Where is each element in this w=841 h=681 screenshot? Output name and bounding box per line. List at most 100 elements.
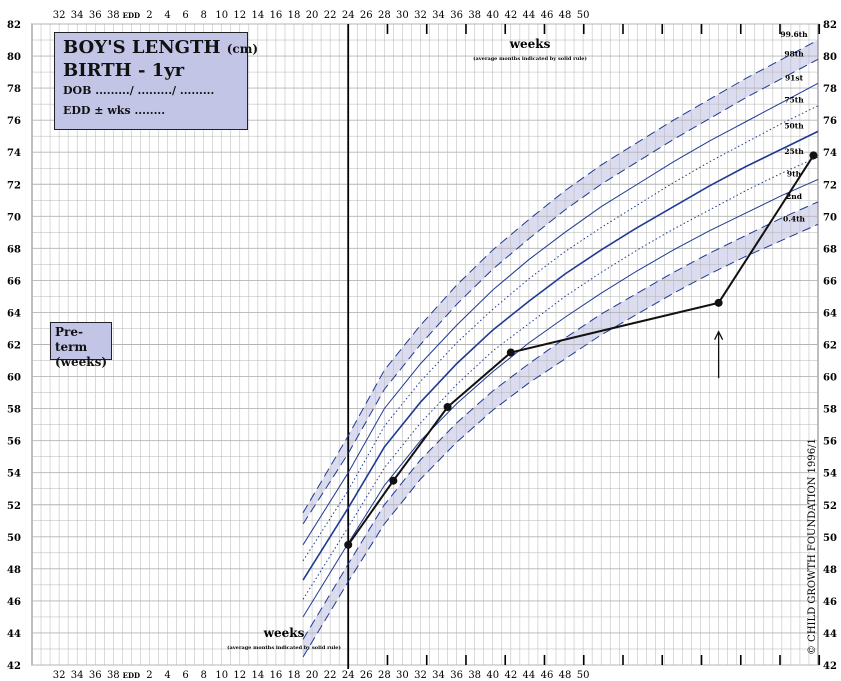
measurement-line: [347, 154, 815, 546]
x-tick-label-bottom: 46: [541, 670, 554, 681]
x-tick-label-top: 4: [164, 10, 170, 21]
centile-label: 91st: [785, 73, 804, 82]
x-tick-label-bottom: 48: [559, 670, 572, 681]
y-tick-label-left: 46: [7, 597, 21, 608]
x-tick-label-bottom: 6: [182, 670, 188, 681]
measurement-point: [443, 402, 452, 411]
centile-line-91st: [302, 82, 819, 546]
preterm-label-line1: Pre-term: [55, 325, 88, 354]
centile-label: 25th: [784, 147, 804, 156]
centile-line-50th: [302, 130, 819, 581]
x-tick-label-top: 34: [71, 10, 84, 21]
x-tick-label-bottom: 50: [577, 670, 590, 681]
edd-line: EDD ± wks ........: [63, 104, 166, 117]
y-tick-label-right: 66: [823, 276, 837, 287]
y-tick-label-left: 82: [7, 20, 21, 31]
centile-label: 99.6th: [780, 30, 808, 39]
x-tick-label-bottom: 32: [53, 670, 66, 681]
y-tick-label-right: 42: [823, 661, 837, 672]
x-tick-label-bottom: 30: [396, 670, 409, 681]
x-tick-label-top: 30: [396, 10, 409, 21]
y-tick-label-right: 76: [823, 116, 837, 127]
x-tick-label-top: 24: [342, 10, 355, 21]
x-tick-label-bottom: 8: [200, 670, 206, 681]
top-axis-title: weeks: [509, 37, 551, 51]
bottom-axis-title: weeks: [263, 626, 305, 640]
y-tick-label-right: 58: [823, 405, 837, 416]
measurement-point: [506, 348, 515, 357]
y-tick-label-left: 54: [7, 469, 21, 480]
x-tick-label-top: 20: [306, 10, 319, 21]
y-tick-label-right: 50: [823, 533, 837, 544]
x-tick-label-top: 12: [233, 10, 246, 21]
y-tick-label-right: 44: [823, 629, 837, 640]
y-tick-label-left: 68: [7, 244, 21, 255]
x-tick-label-bottom: 40: [486, 670, 499, 681]
x-tick-label-bottom: 2: [146, 670, 152, 681]
x-tick-label-bottom: 38: [107, 670, 120, 681]
x-tick-label-top: 10: [215, 10, 228, 21]
x-tick-label-bottom: 34: [71, 670, 84, 681]
x-tick-label-top: 6: [182, 10, 188, 21]
chart-title: BOY'S LENGTH (cm): [63, 37, 258, 60]
measurement-point: [809, 151, 818, 160]
preterm-label-line2: (weeks): [55, 355, 108, 369]
y-tick-label-right: 78: [823, 84, 837, 95]
x-tick-label-top: 34: [432, 10, 445, 21]
x-tick-label-top: 38: [107, 10, 120, 21]
y-tick-label-left: 70: [7, 212, 21, 223]
y-tick-label-right: 74: [823, 148, 837, 159]
y-tick-label-left: 80: [7, 52, 21, 63]
x-tick-label-top: 32: [53, 10, 66, 21]
centile-label: 98th: [784, 49, 804, 58]
x-tick-label-bottom: 4: [164, 670, 170, 681]
x-tick-label-top: EDD: [123, 11, 140, 20]
x-tick-label-top: 36: [450, 10, 463, 21]
bottom-axis-note: (average months indicated by solid rule): [227, 644, 341, 651]
y-tick-label-left: 60: [7, 373, 21, 384]
y-tick-label-left: 78: [7, 84, 21, 95]
x-tick-label-bottom: 20: [306, 670, 319, 681]
arrow-head: [714, 330, 724, 340]
measurement-point: [714, 298, 723, 307]
x-tick-label-top: 26: [360, 10, 373, 21]
x-tick-label-bottom: 32: [414, 670, 427, 681]
x-tick-label-top: 38: [468, 10, 481, 21]
measurement-point: [344, 540, 353, 549]
preterm-label: Pre-term (weeks): [50, 322, 112, 369]
centile-label: 2nd: [786, 192, 803, 201]
centile-labels: 99.6th 98th 91st 75th 50th 25th 9th 2nd 0.4th: [780, 30, 808, 223]
x-tick-label-top: 28: [378, 10, 391, 21]
dob-line: DOB ........./ ........./ .........: [63, 84, 215, 97]
x-tick-label-bottom: 16: [270, 670, 283, 681]
y-tick-label-left: 52: [7, 501, 21, 512]
chart-title-box: BOY'S LENGTH (cm) BIRTH - 1yr DOB ......…: [54, 32, 258, 130]
x-tick-label-bottom: 22: [324, 670, 337, 681]
y-tick-label-right: 52: [823, 501, 837, 512]
centile-label: 9th: [787, 169, 802, 178]
chart-subtitle: BIRTH - 1yr: [63, 60, 185, 81]
y-tick-label-left: 66: [7, 276, 21, 287]
x-tick-label-top: 8: [200, 10, 206, 21]
x-tick-label-bottom: 10: [215, 670, 228, 681]
centile-label: 75th: [784, 96, 804, 105]
y-tick-label-left: 56: [7, 437, 21, 448]
y-tick-label-right: 48: [823, 565, 837, 576]
x-tick-label-bottom: 44: [523, 670, 536, 681]
x-tick-label-bottom: 36: [450, 670, 463, 681]
centile-line-99-6th: [302, 39, 819, 514]
y-tick-label-left: 76: [7, 116, 21, 127]
y-tick-label-right: 68: [823, 244, 837, 255]
centile-label: 0.4th: [783, 214, 806, 223]
y-tick-label-left: 50: [7, 533, 21, 544]
chart-title-unit: (cm): [226, 42, 259, 56]
x-tick-label-top: 32: [414, 10, 427, 21]
x-tick-label-top: 40: [486, 10, 499, 21]
centile-line-2nd: [302, 201, 819, 640]
x-tick-label-bottom: 24: [342, 670, 355, 681]
measurement-point: [389, 476, 398, 485]
x-tick-label-top: 42: [504, 10, 517, 21]
y-tick-label-right: 82: [823, 20, 837, 31]
y-tick-label-right: 70: [823, 212, 837, 223]
